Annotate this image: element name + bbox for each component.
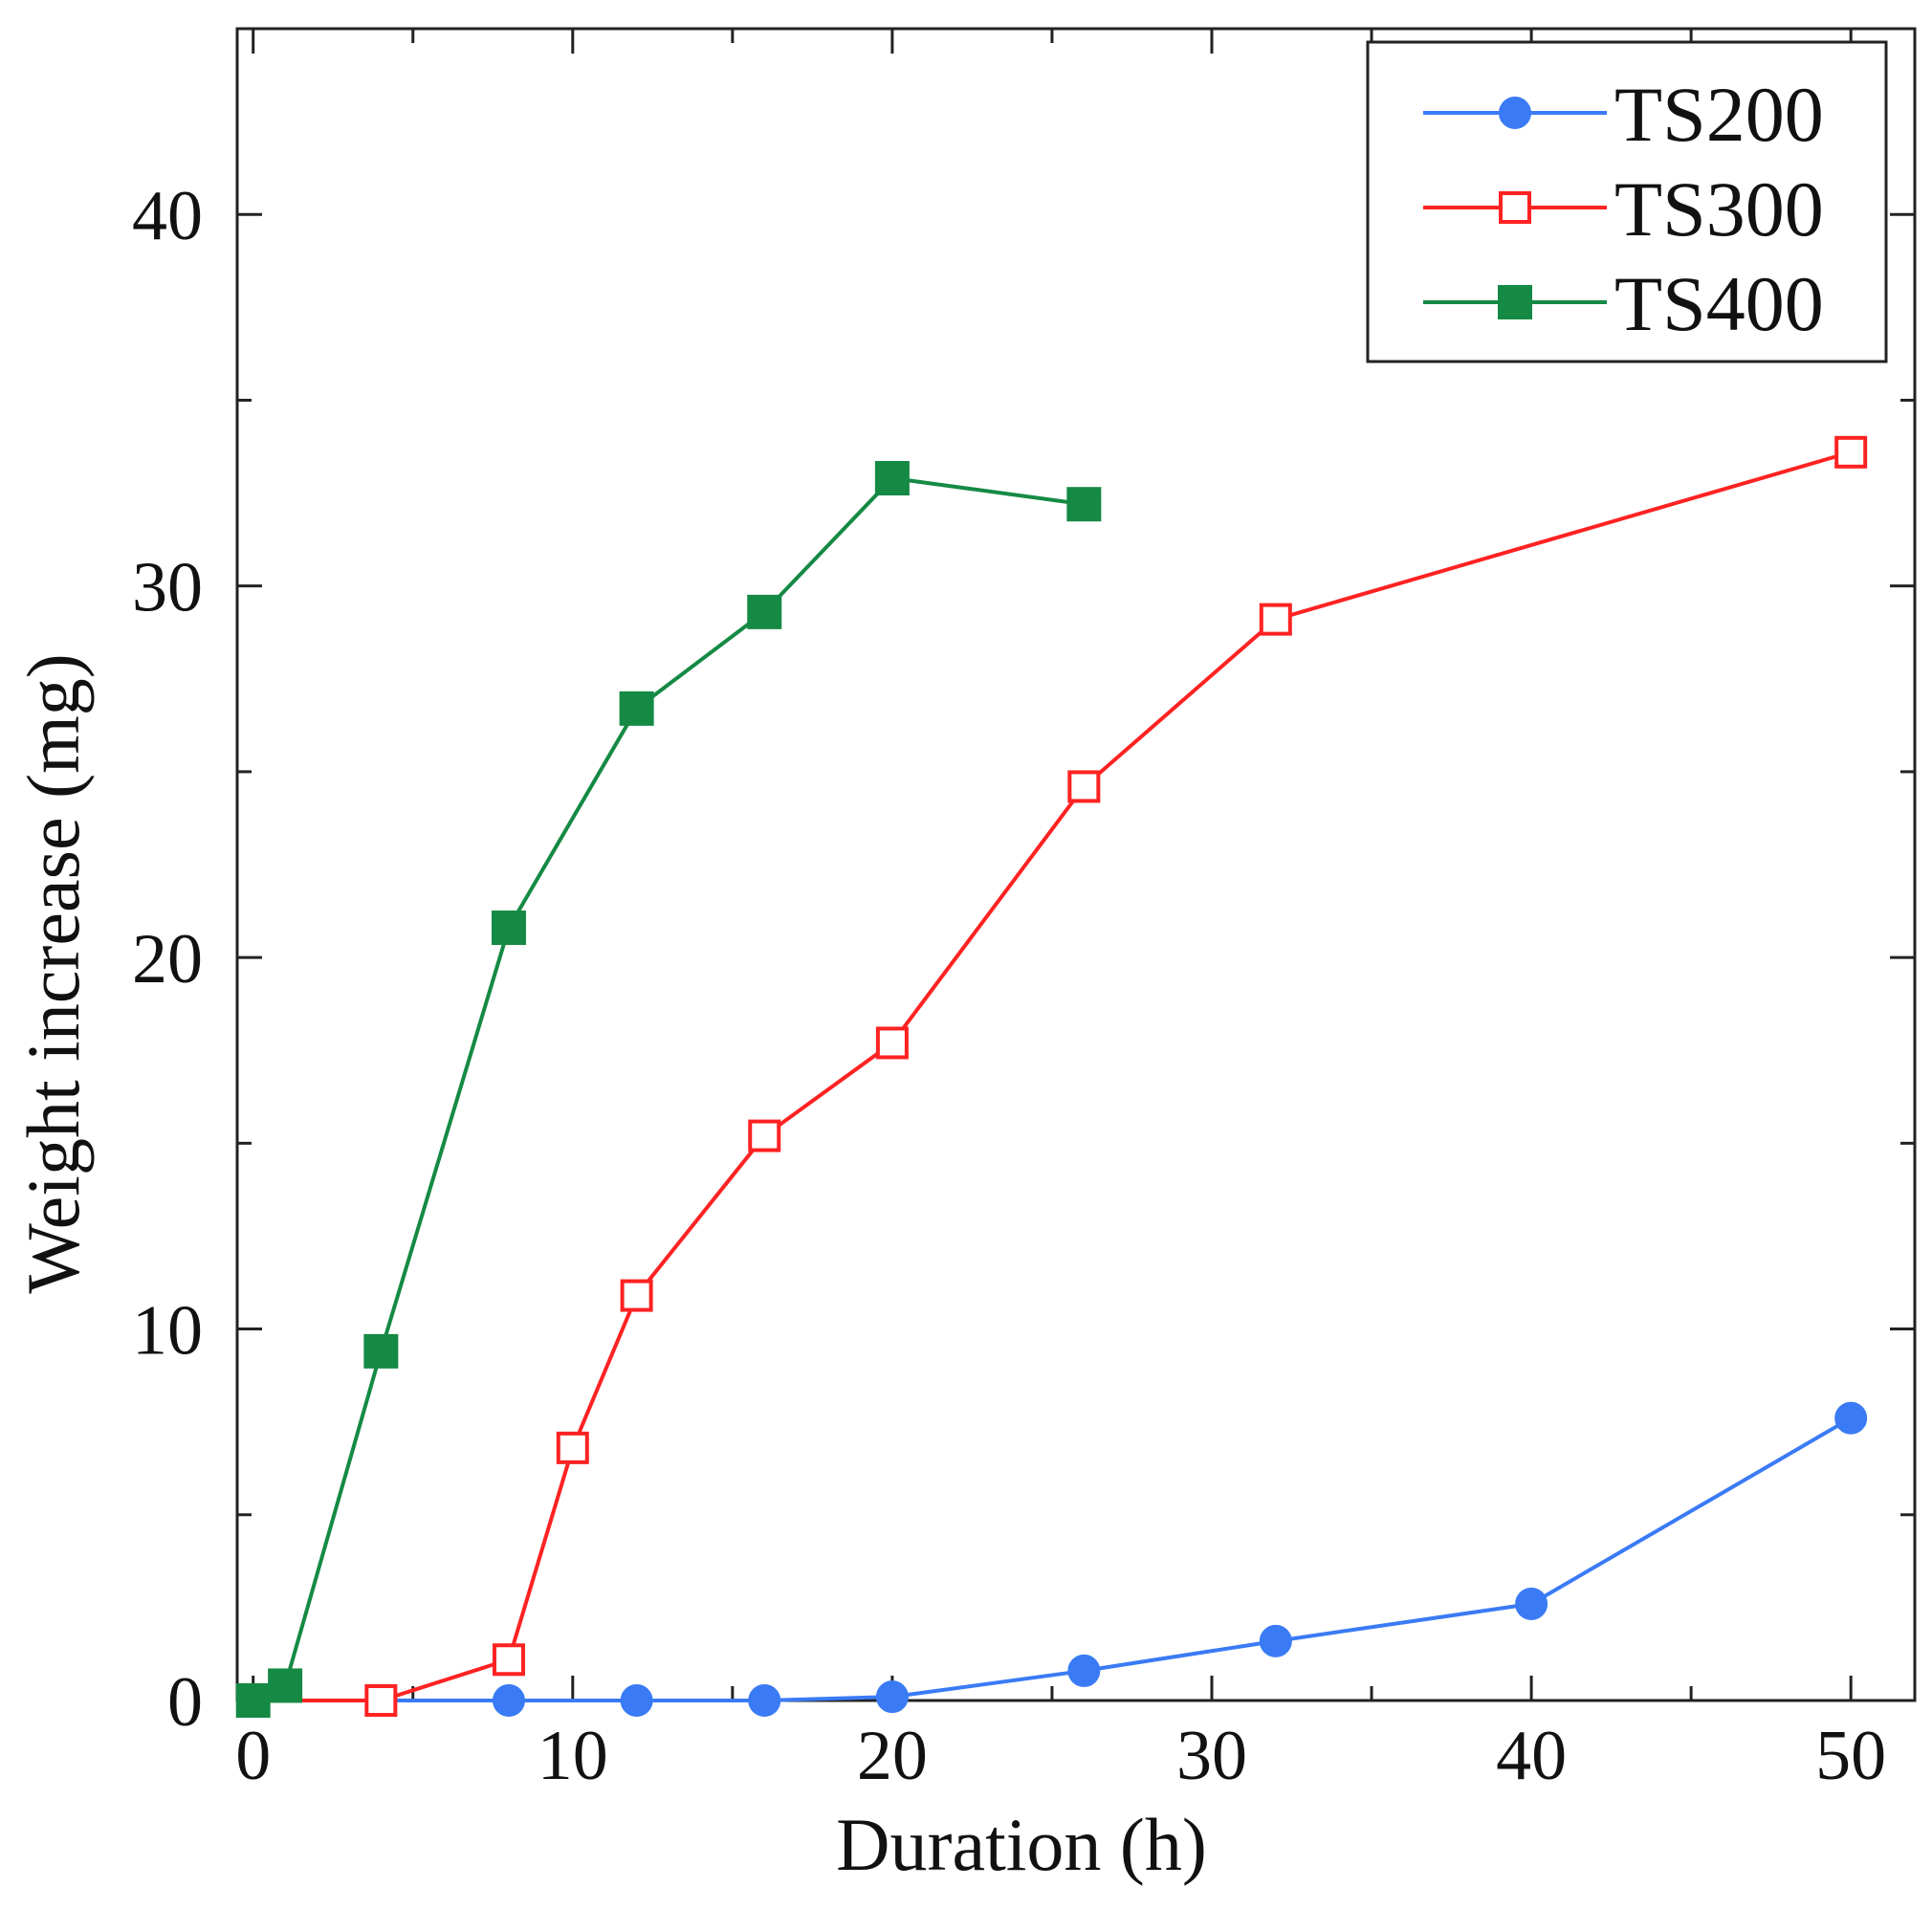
- x-tick-label: 0: [235, 1717, 271, 1795]
- data-point-ts400: [1066, 487, 1102, 522]
- y-tick-label: 0: [167, 1663, 203, 1742]
- y-tick-label: 40: [132, 177, 203, 255]
- legend-box: [1366, 40, 1888, 363]
- y-tick-label: 20: [132, 920, 203, 998]
- data-point-ts300: [748, 1119, 781, 1152]
- legend-label-ts400: TS400: [1614, 260, 1824, 347]
- data-point-ts400: [363, 1333, 399, 1369]
- data-point-ts400: [491, 911, 526, 946]
- legend-marker-ts300: [1499, 191, 1531, 224]
- plot-frame: [235, 27, 1917, 1702]
- legend-marker-ts200: [1499, 97, 1531, 129]
- data-point-ts200: [875, 1680, 909, 1714]
- data-point-ts300: [492, 1643, 525, 1677]
- x-tick-label: 40: [1496, 1717, 1567, 1795]
- data-point-ts200: [748, 1684, 781, 1717]
- data-point-ts300: [556, 1431, 589, 1464]
- data-point-ts200: [492, 1684, 525, 1717]
- data-point-ts300: [364, 1684, 398, 1717]
- y-tick-label: 10: [132, 1292, 203, 1371]
- x-tick-label: 20: [857, 1717, 928, 1795]
- x-tick-label: 50: [1815, 1717, 1886, 1795]
- data-point-ts300: [620, 1279, 653, 1312]
- y-tick-label: 30: [132, 549, 203, 627]
- legend-marker-ts400: [1498, 285, 1532, 319]
- data-point-ts400: [268, 1668, 303, 1703]
- x-tick-label: 10: [538, 1717, 608, 1795]
- data-point-ts400: [619, 691, 654, 726]
- data-point-ts300: [875, 1026, 909, 1060]
- series-line-ts400: [252, 476, 1085, 1702]
- data-point-ts200: [1067, 1654, 1101, 1687]
- data-point-ts200: [1515, 1588, 1548, 1621]
- data-point-ts400: [874, 461, 910, 496]
- data-point-ts200: [1834, 1401, 1868, 1435]
- data-point-ts300: [1259, 603, 1292, 636]
- legend-label-ts300: TS300: [1614, 165, 1824, 252]
- data-point-ts300: [1834, 435, 1868, 469]
- series-line-ts300: [252, 450, 1852, 1702]
- data-point-ts200: [1259, 1624, 1292, 1657]
- x-tick-label: 30: [1176, 1717, 1247, 1795]
- data-point-ts300: [1067, 770, 1101, 803]
- data-point-ts400: [235, 1683, 271, 1718]
- data-point-ts200: [620, 1684, 653, 1717]
- y-axis-title: Weight increase (mg): [11, 653, 95, 1293]
- legend-label-ts200: TS200: [1614, 71, 1824, 158]
- x-axis-title: Duration (h): [836, 1803, 1207, 1886]
- data-point-ts400: [747, 594, 782, 629]
